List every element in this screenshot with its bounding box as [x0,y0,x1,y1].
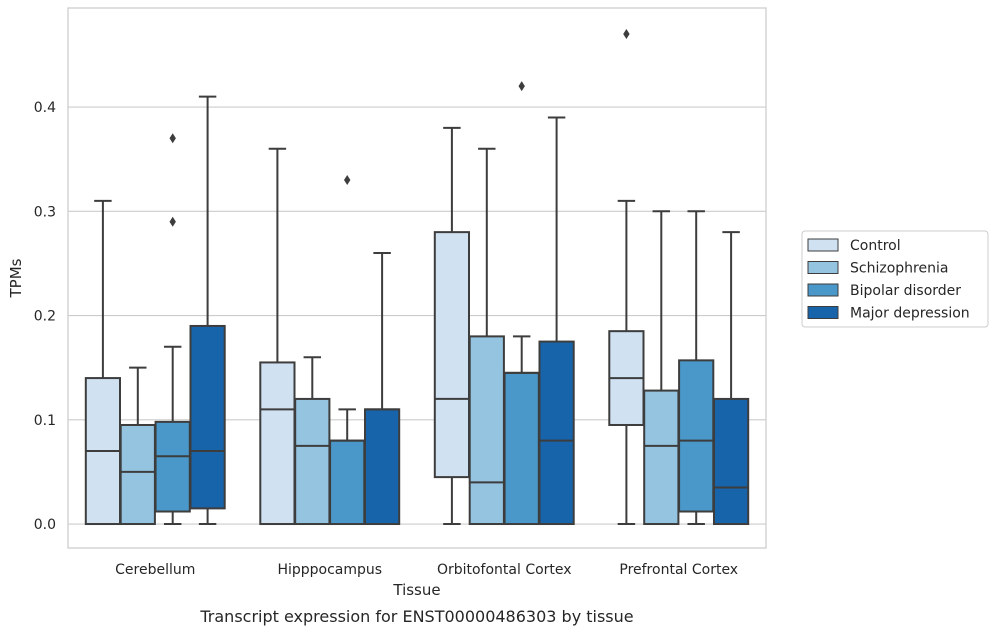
box-iqr [538,340,575,526]
legend-swatch [807,261,839,274]
legend: Control Schizophrenia Bipolar disorder Majo… [801,230,989,328]
y-tick-label: 0.1 [34,413,56,429]
box-iqr [329,439,366,526]
box-0-2 [154,133,191,526]
legend-item: Schizophrenia [807,261,948,277]
box-0-3 [189,95,226,526]
x-axis-ticks: Cerebellum Hipppocampus Orbitofontal Corte… [115,562,738,578]
box-iqr [503,371,540,526]
y-tick-label: 0.4 [34,100,56,116]
box-0-0 [84,199,122,526]
box-3-1 [643,210,680,526]
outlier-point [623,29,630,40]
plot-frame [67,7,767,549]
box-iqr [294,397,331,526]
box-iqr [712,397,750,526]
legend-swatch [807,306,839,319]
chart-caption: Transcript expression for ENST0000048630… [199,607,633,626]
box-1-0 [259,147,296,526]
box-2-2 [503,81,540,526]
y-tick-label: 0.2 [34,309,56,325]
outlier-point [169,133,176,144]
box-iqr [468,335,505,526]
outlier-point [169,216,176,227]
box-iqr [643,389,680,526]
box-2-0 [433,126,471,526]
box-1-2 [329,175,366,526]
box-1-3 [363,251,401,526]
box-iqr [678,359,715,513]
legend-frame [801,230,989,328]
legend-item: Major depression [807,306,970,322]
x-axis-label: Tissue [392,581,440,599]
box-2-3 [538,116,575,526]
legend-label: Control [850,238,901,254]
legend-swatch [807,283,839,297]
y-tick-label: 0.0 [34,517,56,533]
y-axis-label: TPMs [7,258,25,298]
box-iqr [154,420,191,513]
box-3-2 [678,210,715,526]
x-tick-label: Cerebellum [115,562,195,578]
box-iqr [433,231,471,479]
legend-item: Bipolar disorder [807,283,961,299]
box-iqr [259,361,296,526]
outlier-point [518,81,525,92]
box-plot-area [84,29,750,526]
box-iqr [119,423,156,526]
legend-item: Control [807,238,901,254]
box-0-1 [119,366,156,526]
legend-label: Schizophrenia [850,261,948,277]
legend-swatch [807,238,839,252]
legend-label: Bipolar disorder [850,283,961,299]
outlier-point [344,175,351,186]
box-1-1 [294,356,331,526]
box-iqr [189,324,226,510]
box-3-0 [608,29,645,526]
x-tick-label: Orbitofontal Cortex [437,562,572,578]
legend-label: Major depression [850,306,970,322]
x-tick-label: Hipppocampus [277,562,382,578]
box-2-1 [468,147,505,526]
box-iqr [363,408,401,526]
box-3-3 [712,231,750,526]
y-axis-ticks: 0.0 0.1 0.2 0.3 0.4 [34,100,56,533]
x-tick-label: Prefrontal Cortex [619,562,738,578]
y-tick-label: 0.3 [34,204,56,220]
